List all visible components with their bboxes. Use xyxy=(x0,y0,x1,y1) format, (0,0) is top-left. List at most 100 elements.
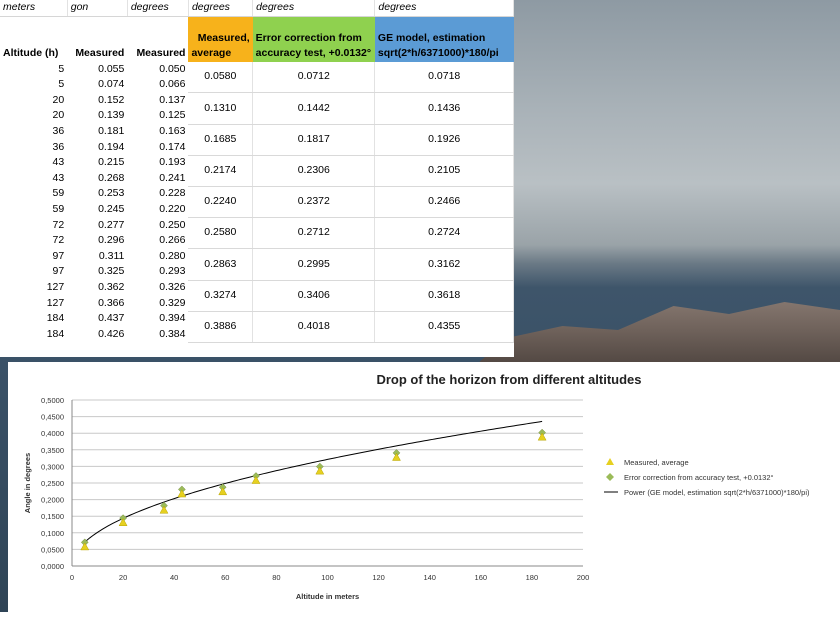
measured-deg-cell: 0.326 xyxy=(159,281,186,293)
measured-gon-cell: 0.366 xyxy=(98,296,125,309)
header-measured-deg: Measured xyxy=(136,47,186,60)
x-tick-label: 80 xyxy=(272,573,280,582)
measured-deg-cell: 0.329 xyxy=(159,296,186,309)
spreadsheet-table: meters gon degrees degrees degrees degre… xyxy=(0,0,514,357)
y-tick-label: 0,2000 xyxy=(41,496,64,505)
y-tick-label: 0,5000 xyxy=(41,396,64,405)
measured-point xyxy=(251,475,261,484)
altitude-cell: 43 xyxy=(52,171,65,184)
measured-point xyxy=(218,487,228,496)
altitude-cell: 184 xyxy=(46,327,65,340)
measured-gon-cell: 0.253 xyxy=(98,187,125,200)
altitude-cell: 5 xyxy=(58,78,65,91)
error-corrected-cell: 0.2372 xyxy=(252,186,376,219)
x-tick-label: 20 xyxy=(119,573,127,582)
altitude-cell: 20 xyxy=(52,93,65,106)
measured-deg-cell: 0.280 xyxy=(159,249,186,262)
measured-gon-cell: 0.152 xyxy=(98,93,125,106)
chart-svg: 0,0000 0,0500 0,1000 0,1500 0,2000 0,2500 0,30… xyxy=(23,396,810,601)
error-corrected-cell: 0.2995 xyxy=(252,248,376,281)
table-row: 43 0.215 0.193 0.2174 0.2306 0.2105 xyxy=(0,155,514,187)
header-measured-gon: Measured xyxy=(75,47,125,60)
measured-deg-cell: 0.394 xyxy=(159,312,186,325)
unit-cell: degrees xyxy=(252,0,376,17)
chart-title: Drop of the horizon from different altit… xyxy=(376,372,642,387)
altitude-cell: 43 xyxy=(52,156,65,169)
average-cell: 0.1685 xyxy=(188,124,254,156)
header-spacer-row: Measured, Error correction from GE model… xyxy=(0,16,514,47)
error-corrected-cell: 0.4018 xyxy=(252,311,376,343)
average-cell: 0.3274 xyxy=(188,280,254,312)
measured-deg-cell: 0.241 xyxy=(159,171,186,184)
measured-gon-cell: 0.055 xyxy=(98,62,125,75)
measured-gon-cell: 0.311 xyxy=(98,249,125,262)
average-cell: 0.2580 xyxy=(188,217,254,250)
chart-panel: Drop of the horizon from different altit… xyxy=(8,362,840,612)
measured-gon-cell: 0.074 xyxy=(98,78,125,91)
measured-point xyxy=(80,542,90,551)
measured-gon-cell: 0.245 xyxy=(98,203,125,216)
error-corrected-cell: 0.1442 xyxy=(252,92,376,125)
ge-model-cell: 0.3162 xyxy=(374,248,514,281)
measured-deg-cell: 0.228 xyxy=(159,187,186,200)
average-cell: 0.0580 xyxy=(188,61,254,94)
ge-model-cell: 0.1926 xyxy=(374,124,514,156)
altitude-cell: 184 xyxy=(46,312,65,325)
measured-point xyxy=(392,452,401,461)
measured-deg-cell: 0.050 xyxy=(159,62,186,75)
x-tick-label: 160 xyxy=(475,573,488,582)
altitude-cell: 97 xyxy=(52,249,65,262)
error-corrected-cell: 0.2306 xyxy=(252,155,376,187)
header-err-line1: Error correction from xyxy=(252,16,375,47)
header-avg-line1: Measured, xyxy=(188,16,253,47)
measured-deg-cell: 0.250 xyxy=(159,218,186,231)
error-corrected-cell: 0.1817 xyxy=(252,124,376,156)
table-row: 59 0.245 0.220 xyxy=(0,202,514,218)
legend-error-label: Error correction from accuracy test, +0.… xyxy=(624,473,774,482)
ge-model-cell: 0.4355 xyxy=(374,311,514,343)
data-grid: meters gon degrees degrees degrees degre… xyxy=(0,0,514,343)
altitude-cell: 127 xyxy=(46,296,65,309)
x-tick-label: 180 xyxy=(526,573,539,582)
unit-cell: degrees xyxy=(374,0,514,17)
header-avg-line2: average xyxy=(188,46,253,62)
y-tick-label: 0,0000 xyxy=(41,562,64,571)
measured-deg-cell: 0.137 xyxy=(159,93,186,106)
measured-deg-cell: 0.293 xyxy=(159,265,186,278)
table-row: 5 0.055 0.050 0.0580 0.0712 0.0718 xyxy=(0,61,514,94)
average-cell: 0.2174 xyxy=(188,155,254,187)
measured-gon-cell: 0.325 xyxy=(98,265,125,278)
altitude-cell: 72 xyxy=(52,234,65,247)
measured-deg-cell: 0.163 xyxy=(159,125,186,138)
legend-measured-label: Measured, average xyxy=(624,458,689,467)
measured-point xyxy=(177,489,187,498)
unit-cell: meters xyxy=(0,0,68,17)
y-axis-title: Angle in degrees xyxy=(23,453,32,513)
x-tick-label: 60 xyxy=(221,573,229,582)
measured-gon-cell: 0.426 xyxy=(98,327,125,340)
altitude-cell: 36 xyxy=(52,140,65,153)
legend-measured-marker xyxy=(606,458,614,465)
ge-model-cell: 0.3618 xyxy=(374,280,514,312)
error-corrected-cell: 0.2712 xyxy=(252,217,376,250)
ge-model-cell: 0.0718 xyxy=(374,61,514,94)
table-row: 97 0.325 0.293 xyxy=(0,264,514,280)
error-corrected-cell: 0.3406 xyxy=(252,280,376,312)
unit-cell: degrees xyxy=(188,0,254,17)
altitude-cell: 72 xyxy=(52,218,65,231)
y-tick-label: 0,4500 xyxy=(41,413,64,422)
measured-deg-cell: 0.384 xyxy=(159,327,186,340)
ge-model-trendline xyxy=(84,420,543,543)
x-tick-label: 40 xyxy=(170,573,178,582)
measured-gon-cell: 0.139 xyxy=(98,109,125,122)
header-ge-line2: sqrt(2*h/6371000)*180/pi xyxy=(374,46,514,62)
altitude-cell: 127 xyxy=(46,281,65,293)
measured-deg-cell: 0.193 xyxy=(159,156,186,169)
y-tick-label: 0,3000 xyxy=(41,462,64,471)
altitude-cell: 20 xyxy=(52,109,65,122)
legend-error-marker xyxy=(606,473,614,481)
unit-cell: degrees xyxy=(127,0,189,17)
measured-gon-cell: 0.296 xyxy=(98,234,125,247)
measured-gon-cell: 0.437 xyxy=(98,312,125,325)
table-row: 5 0.074 0.066 xyxy=(0,77,514,93)
